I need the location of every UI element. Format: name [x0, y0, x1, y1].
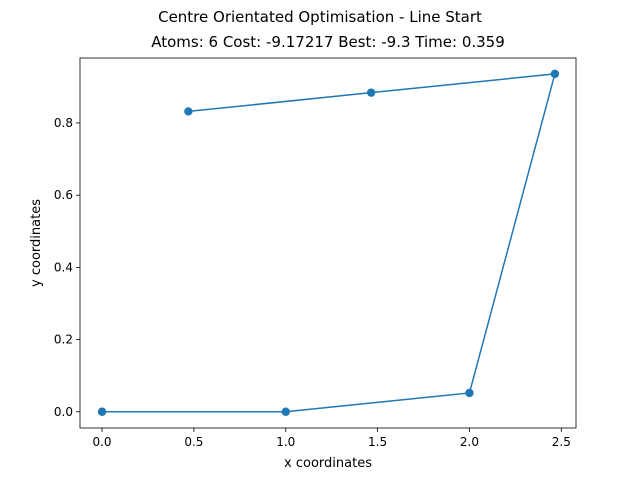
x-tick-label: 0.5 — [184, 435, 203, 449]
data-point — [465, 388, 474, 398]
y-tick-label: 0.4 — [54, 260, 73, 274]
series-line — [102, 73, 556, 413]
data-point — [97, 407, 107, 416]
x-axis: 0.0 0.5 1.0 1.5 2.0 2.5 — [92, 428, 571, 449]
data-point — [184, 107, 193, 116]
x-tick-label: 2.5 — [552, 435, 571, 449]
data-point — [281, 407, 290, 416]
y-tick-label: 0.0 — [54, 405, 73, 419]
y-axis: 0.0 0.2 0.4 0.6 0.8 — [54, 116, 80, 419]
x-axis-label: x coordinates — [284, 456, 372, 471]
data-point — [550, 69, 560, 79]
x-tick-label: 0.0 — [92, 435, 111, 449]
x-tick-label: 1.5 — [368, 435, 387, 449]
chart-subtitle: Atoms: 6 Cost: -9.17217 Best: -9.3 Time:… — [151, 33, 505, 51]
y-tick-label: 0.8 — [54, 116, 73, 130]
chart-title: Centre Orientated Optimisation - Line St… — [158, 8, 482, 26]
y-axis-label: y coordinates — [29, 199, 44, 287]
y-tick-label: 0.2 — [54, 333, 73, 347]
x-tick-label: 2.0 — [460, 435, 479, 449]
data-point — [366, 88, 376, 97]
x-tick-label: 1.0 — [276, 435, 295, 449]
plot-area — [97, 69, 560, 416]
axes-frame — [79, 57, 577, 429]
y-tick-label: 0.6 — [54, 188, 73, 202]
